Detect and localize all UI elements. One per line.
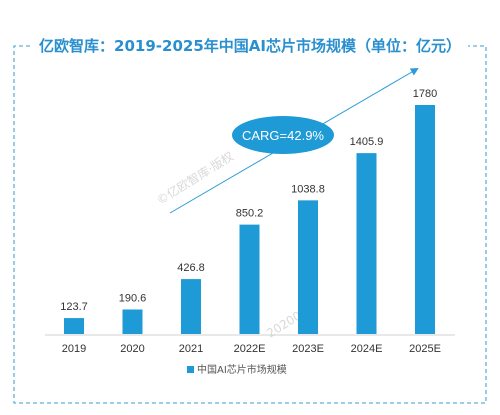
bar-series xyxy=(64,105,435,334)
x-axis-ticks: 2019 2020 2021 2022E 2023E 2024E 2025E xyxy=(62,343,441,355)
dashed-border xyxy=(13,45,487,404)
bar-2020 xyxy=(122,309,143,334)
legend-label: 中国AI芯片市场规模 xyxy=(197,363,287,376)
legend-swatch xyxy=(187,366,194,373)
x-tick-2025E: 2025E xyxy=(409,343,441,355)
value-label-2025E: 1780 xyxy=(413,88,437,100)
value-label-2019: 123.7 xyxy=(60,301,88,313)
value-labels: 123.7 190.6 426.8 850.2 1038.8 1405.9 1780 xyxy=(60,88,437,313)
value-label-2024E: 1405.9 xyxy=(350,136,384,148)
cagr-ellipse xyxy=(232,116,334,154)
value-label-2020: 190.6 xyxy=(119,292,147,304)
cagr-label: CARG=42.9% xyxy=(242,128,324,143)
bar-2025E xyxy=(415,105,435,334)
value-label-2021: 426.8 xyxy=(177,262,205,274)
bar-2023E xyxy=(298,200,318,334)
x-tick-2023E: 2023E xyxy=(292,343,324,355)
bar-2021 xyxy=(181,279,201,334)
legend: 中国AI芯片市场规模 xyxy=(187,363,287,376)
x-tick-2024E: 2024E xyxy=(351,343,383,355)
x-tick-2021: 2021 xyxy=(179,343,203,355)
chart-title: 亿欧智库：2019-2025年中国AI芯片市场规模（单位：亿元） xyxy=(39,37,461,55)
bar-2022E xyxy=(239,224,260,334)
x-tick-2019: 2019 xyxy=(62,343,86,355)
bar-2019 xyxy=(64,318,84,334)
value-label-2022E: 850.2 xyxy=(236,208,264,220)
value-label-2023E: 1038.8 xyxy=(291,183,325,195)
cagr-annotation: CARG=42.9% xyxy=(232,116,334,154)
x-tick-2022E: 2022E xyxy=(234,343,266,355)
x-tick-2020: 2020 xyxy=(120,343,144,355)
bar-2024E xyxy=(356,153,377,334)
